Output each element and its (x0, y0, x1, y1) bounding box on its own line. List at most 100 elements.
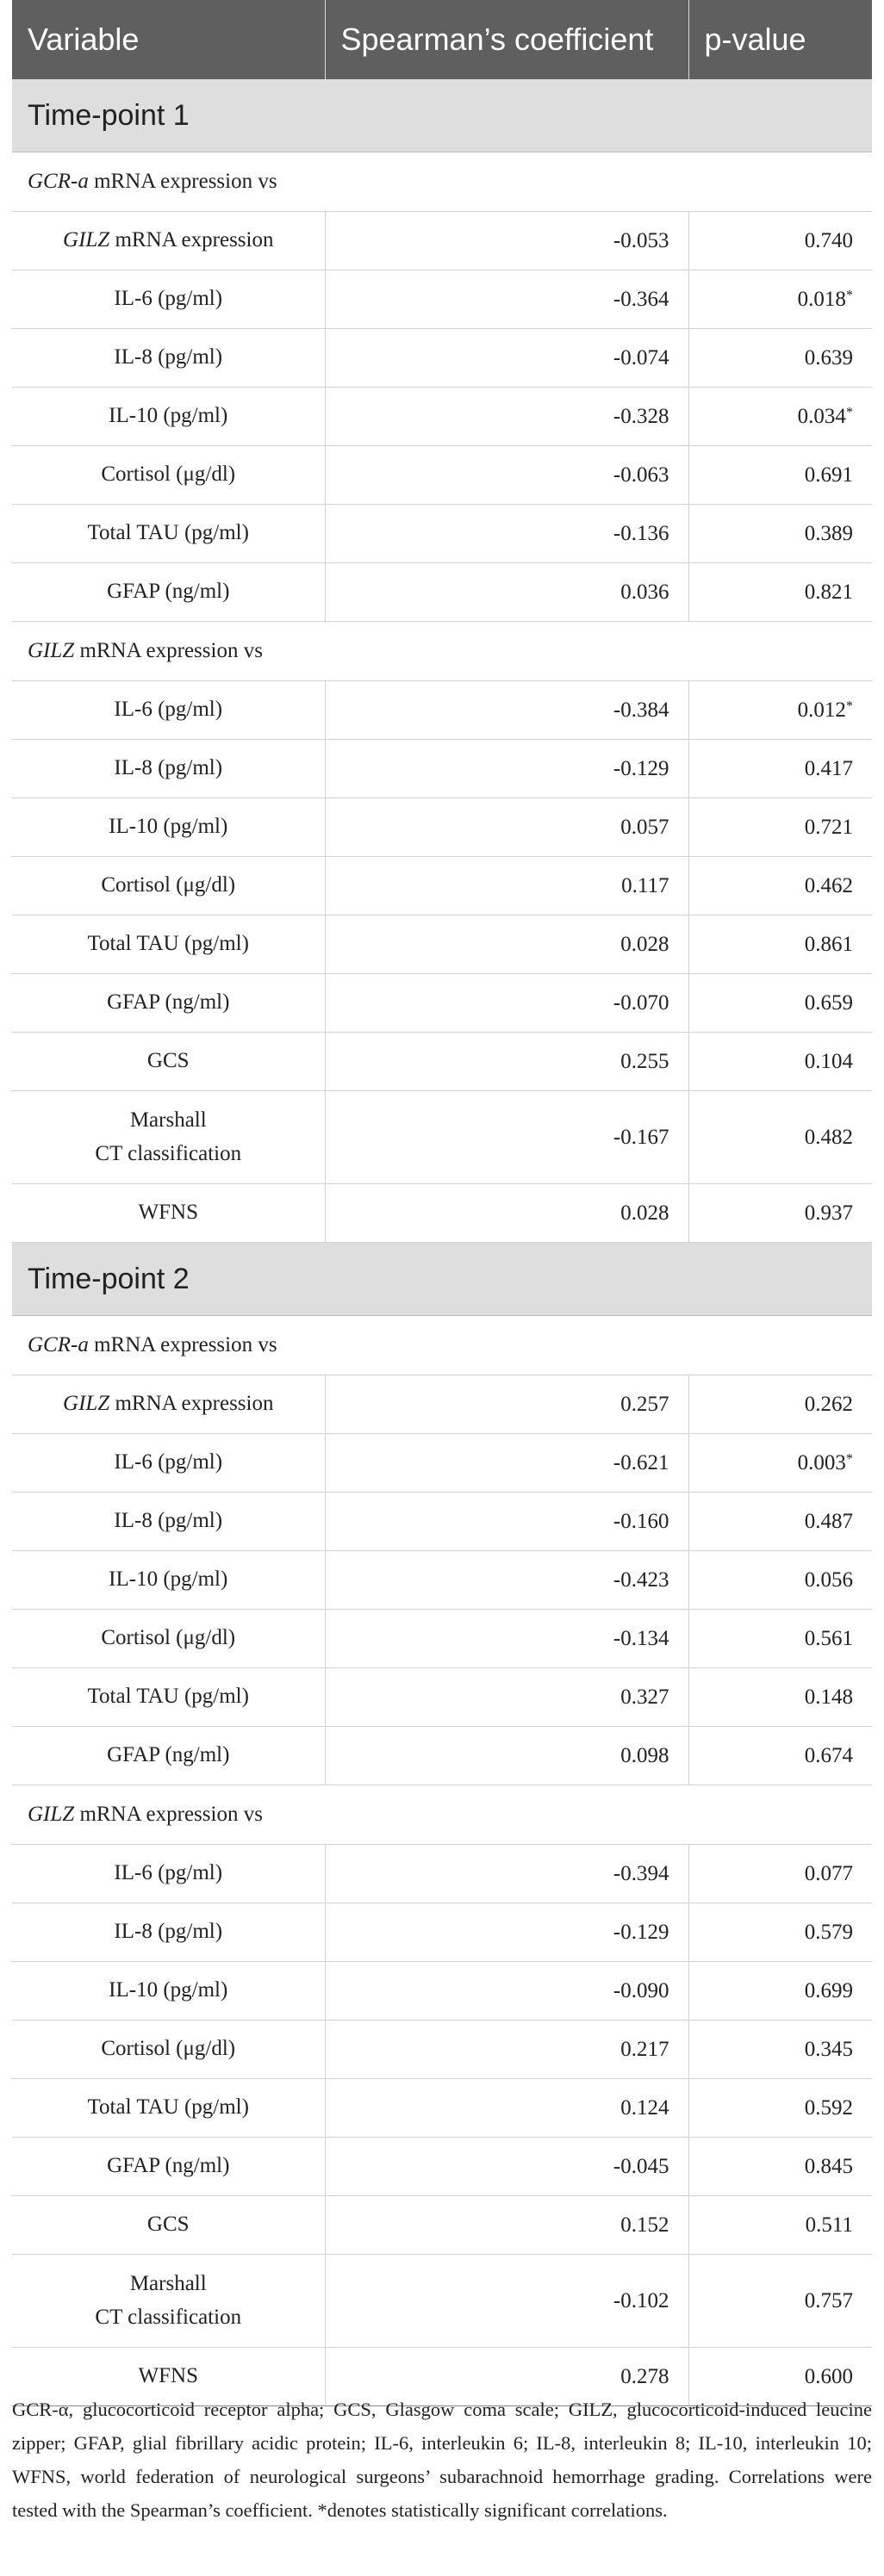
variable-name: GCS (146, 1049, 190, 1073)
table-row: GFAP (ng/ml) 0.036 0.821 (12, 562, 872, 622)
table-row: WFNS 0.028 0.937 (12, 1183, 872, 1243)
variable-cell: GFAP (ng/ml) (12, 2137, 326, 2196)
p-value: 0.018 (797, 287, 846, 311)
p-value-cell: 0.699 (688, 1961, 872, 2020)
group-label-suffix: mRNA expression vs (74, 639, 263, 662)
table-row: IL-6 (pg/ml) -0.621 0.003* (12, 1433, 872, 1493)
table-row: IL-10 (pg/ml) -0.423 0.056 (12, 1550, 872, 1610)
p-value: 0.077 (804, 1861, 853, 1885)
table-row: Marshall CT classification -0.167 0.482 (12, 1090, 872, 1184)
group-label-suffix: mRNA expression vs (74, 1803, 263, 1826)
coefficient-cell: -0.136 (325, 504, 689, 563)
coefficient-cell: -0.394 (325, 1844, 689, 1903)
coefficient-cell: 0.217 (325, 2020, 689, 2079)
table-row: Cortisol (μg/dl) -0.134 0.561 (12, 1609, 872, 1668)
p-value-cell: 0.691 (688, 445, 872, 505)
p-value-cell: 0.600 (688, 2347, 872, 2406)
variable-name: IL-10 (pg/ml) (109, 815, 228, 839)
coefficient-cell: -0.102 (325, 2254, 689, 2348)
significance-marker: * (845, 1450, 853, 1467)
group-label: GILZ mRNA expression vs (12, 1785, 872, 1845)
p-value-cell: 0.592 (688, 2078, 872, 2138)
p-value: 0.104 (804, 1049, 853, 1073)
table-row: Marshall CT classification -0.102 0.757 (12, 2254, 872, 2348)
p-value: 0.561 (804, 1626, 853, 1650)
correlation-table: Variable Spearman’s coefficient p-value … (12, 0, 872, 2406)
section-row: Time-point 1 (12, 79, 872, 152)
p-value-cell: 0.417 (688, 739, 872, 798)
coefficient-cell: -0.070 (325, 973, 689, 1033)
variable-name: IL-8 (pg/ml) (114, 1920, 223, 1944)
variable-name: Total TAU (pg/ml) (87, 1685, 249, 1709)
variable-cell: IL-10 (pg/ml) (12, 387, 326, 446)
table-row: Total TAU (pg/ml) 0.327 0.148 (12, 1667, 872, 1727)
significance-marker: * (845, 287, 853, 303)
group-header-row: GILZ mRNA expression vs (12, 1785, 872, 1845)
variable-name: IL-10 (pg/ml) (109, 404, 228, 428)
variable-cell: GFAP (ng/ml) (12, 973, 326, 1033)
coefficient-cell: -0.045 (325, 2137, 689, 2196)
p-value: 0.691 (804, 462, 853, 487)
variable-name: GFAP (ng/ml) (107, 580, 230, 604)
table-row: IL-6 (pg/ml) -0.394 0.077 (12, 1844, 872, 1903)
variable-cell: IL-10 (pg/ml) (12, 1961, 326, 2020)
table-row: GFAP (ng/ml) 0.098 0.674 (12, 1726, 872, 1785)
variable-cell: IL-8 (pg/ml) (12, 328, 326, 388)
significance-marker: * (845, 698, 853, 714)
variable-cell: Cortisol (μg/dl) (12, 445, 326, 505)
p-value-cell: 0.639 (688, 328, 872, 388)
p-value-cell: 0.012* (688, 680, 872, 740)
p-value: 0.511 (805, 2213, 853, 2237)
p-value-cell: 0.104 (688, 1032, 872, 1091)
variable-cell: Marshall CT classification (12, 2254, 326, 2348)
header-variable: Variable (12, 0, 326, 79)
variable-cell: IL-6 (pg/ml) (12, 680, 326, 740)
coefficient-cell: 0.124 (325, 2078, 689, 2138)
p-value-cell: 0.262 (688, 1375, 872, 1434)
coefficient-cell: 0.117 (325, 856, 689, 916)
p-value: 0.012 (797, 698, 846, 722)
coefficient-cell: -0.063 (325, 445, 689, 505)
group-gene-name: GILZ (28, 639, 75, 662)
coefficient-cell: 0.098 (325, 1726, 689, 1785)
variable-cell: GCS (12, 1032, 326, 1091)
coefficient-cell: 0.036 (325, 562, 689, 622)
variable-cell: GFAP (ng/ml) (12, 1726, 326, 1785)
table-row: WFNS 0.278 0.600 (12, 2347, 872, 2406)
variable-name: GFAP (ng/ml) (107, 1743, 230, 1767)
variable-cell: WFNS (12, 1183, 326, 1243)
table-row: Total TAU (pg/ml) 0.028 0.861 (12, 915, 872, 974)
section-row: Time-point 2 (12, 1242, 872, 1316)
table-footnote: GCR-α, glucocorticoid receptor alpha; GC… (12, 2399, 872, 2521)
group-label: GCR-a mRNA expression vs (12, 152, 872, 212)
table-row: IL-6 (pg/ml) -0.364 0.018* (12, 270, 872, 329)
p-value-cell: 0.482 (688, 1090, 872, 1184)
variable-name: GFAP (ng/ml) (107, 990, 230, 1015)
table-body: Time-point 1 GCR-a mRNA expression vs GILZ… (12, 79, 872, 2406)
variable-name: IL-10 (pg/ml) (109, 1567, 228, 1592)
variable-cell: IL-8 (pg/ml) (12, 739, 326, 798)
p-value-cell: 0.561 (688, 1609, 872, 1668)
coefficient-cell: -0.074 (325, 328, 689, 388)
table-row: GILZ mRNA expression -0.053 0.740 (12, 211, 872, 270)
table-row: IL-10 (pg/ml) -0.328 0.034* (12, 387, 872, 446)
variable-cell: IL-10 (pg/ml) (12, 798, 326, 857)
table-row: IL-10 (pg/ml) -0.090 0.699 (12, 1961, 872, 2020)
variable-name: IL-6 (pg/ml) (114, 1450, 223, 1474)
p-value-cell: 0.757 (688, 2254, 872, 2348)
p-value: 0.345 (804, 2037, 853, 2061)
table-row: GCS 0.255 0.104 (12, 1032, 872, 1091)
variable-name: WFNS (138, 2364, 198, 2388)
variable-name: mRNA expression (109, 1392, 274, 1416)
p-value: 0.740 (804, 228, 853, 252)
variable-cell: Cortisol (μg/dl) (12, 1609, 326, 1668)
section-label: Time-point 2 (12, 1242, 872, 1316)
p-value-cell: 0.056 (688, 1550, 872, 1610)
coefficient-cell: 0.028 (325, 915, 689, 974)
variable-name: Cortisol (μg/dl) (101, 2037, 236, 2061)
coefficient-cell: 0.257 (325, 1375, 689, 1434)
variable-name: Cortisol (μg/dl) (101, 873, 236, 897)
p-value: 0.034 (797, 404, 846, 428)
variable-name: IL-10 (pg/ml) (109, 1978, 228, 2002)
coefficient-cell: -0.129 (325, 1903, 689, 1962)
